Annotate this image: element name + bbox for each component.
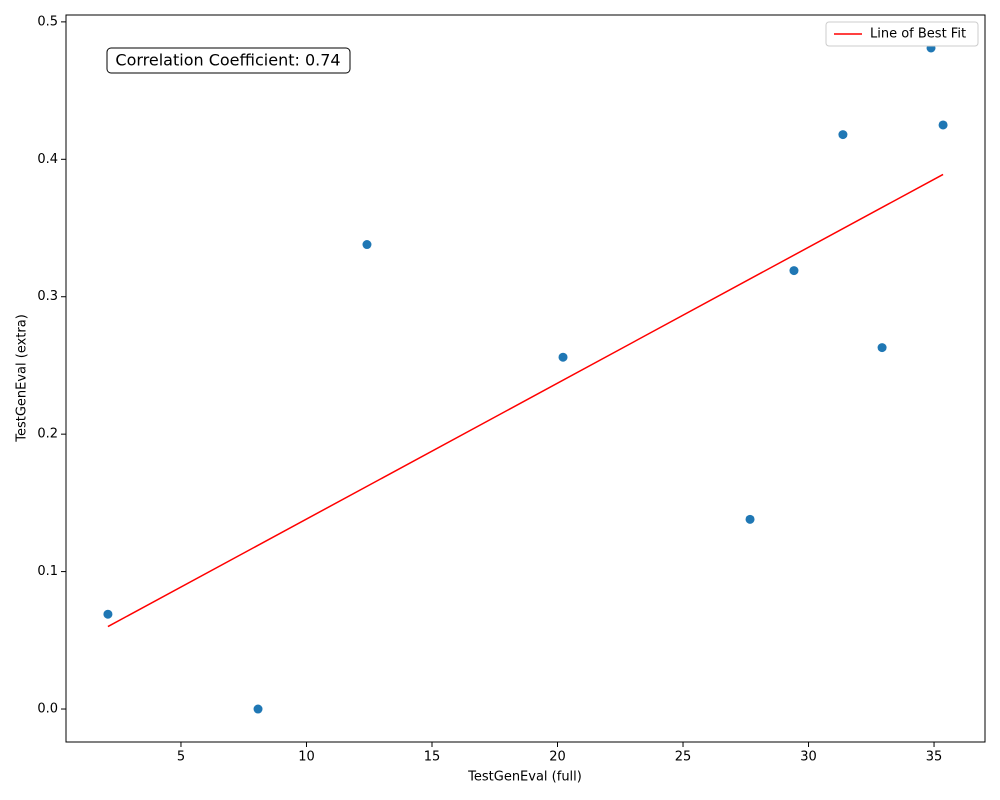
x-axis-label: TestGenEval (full) — [467, 770, 582, 785]
point — [103, 609, 113, 619]
legend-label: Line of Best Fit — [870, 27, 966, 42]
point — [789, 266, 799, 276]
point — [838, 130, 848, 140]
point — [558, 352, 568, 362]
y-axis-label: TestGenEval (extra) — [15, 314, 30, 443]
y-tick-label: 0.0 — [37, 702, 58, 717]
point — [877, 343, 887, 353]
y-tick-label: 0.5 — [37, 14, 58, 29]
point — [253, 704, 263, 714]
y-tick-label: 0.4 — [37, 152, 58, 167]
point — [745, 514, 755, 524]
x-tick-label: 10 — [298, 750, 315, 765]
point — [362, 240, 372, 250]
annotation-box — [106, 47, 351, 74]
annotation: Correlation Coefficient: 0.74 — [115, 51, 340, 70]
fit-line — [107, 173, 944, 628]
x-tick-label: 5 — [177, 750, 185, 765]
y-tick-label: 0.1 — [37, 564, 58, 579]
legend-box — [825, 21, 979, 47]
plot-frame — [65, 14, 986, 743]
x-tick-label: 35 — [926, 750, 943, 765]
x-tick-label: 15 — [424, 750, 441, 765]
point — [938, 120, 948, 130]
x-tick-label: 20 — [549, 750, 566, 765]
x-tick-label: 25 — [675, 750, 692, 765]
y-tick-label: 0.2 — [37, 427, 58, 442]
y-tick-label: 0.3 — [37, 289, 58, 304]
x-tick-label: 30 — [800, 750, 817, 765]
